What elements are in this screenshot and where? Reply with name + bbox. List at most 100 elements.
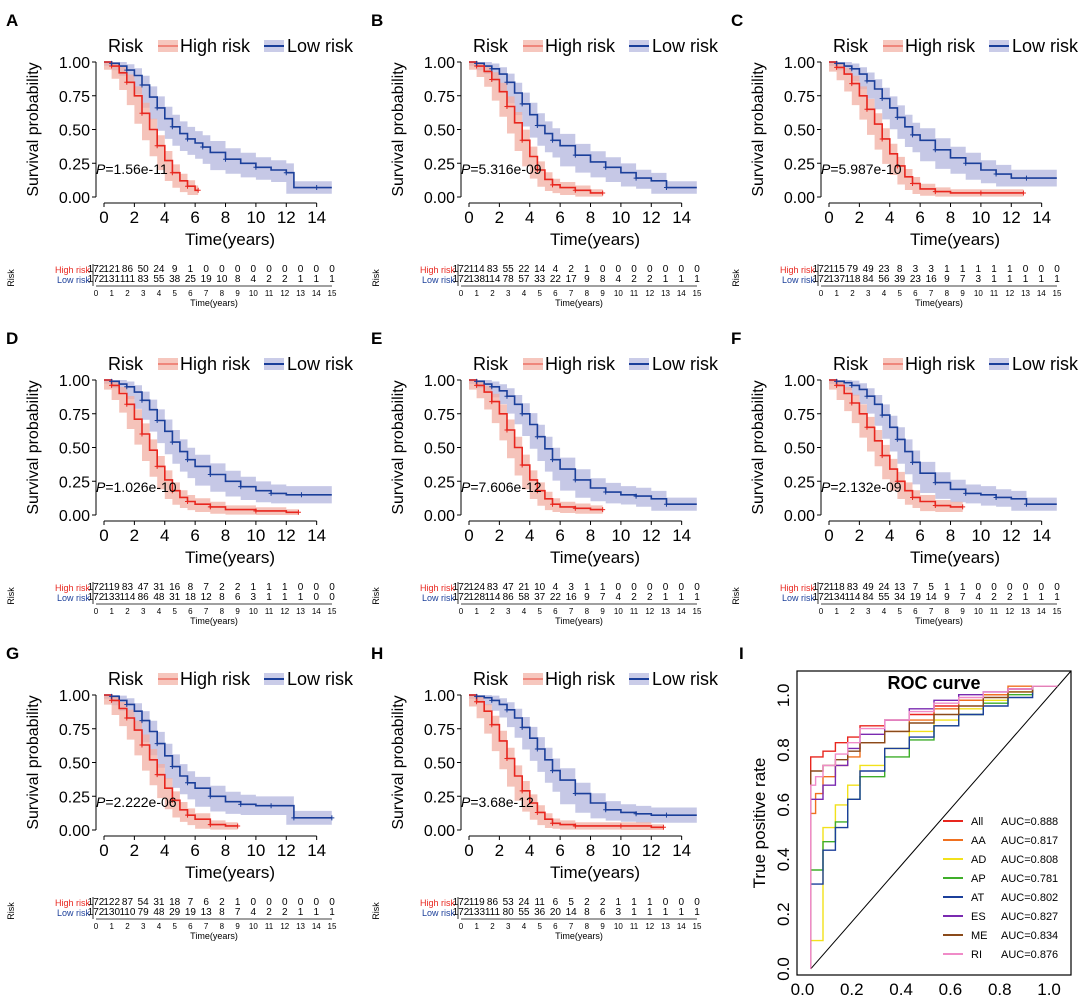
legend-high-label: High risk xyxy=(905,354,976,374)
table-low-count: 1 xyxy=(298,274,304,285)
high-risk-censor-mark xyxy=(600,507,606,513)
p-value: P=2.222e-06 xyxy=(96,794,177,810)
table-high-count: 0 xyxy=(266,264,272,275)
table-high-count: 0 xyxy=(251,897,257,908)
high-risk-censor-mark xyxy=(489,77,495,83)
table-x-label: Time(years) xyxy=(190,298,238,308)
x-axis-label: Time(years) xyxy=(910,548,1000,567)
legend-high-label: High risk xyxy=(545,36,616,56)
x-tick-label: 0 xyxy=(99,208,108,227)
legend-low-label: Low risk xyxy=(1012,36,1079,56)
low-risk-censor-mark xyxy=(519,724,525,730)
y-tick-label: 1.00 xyxy=(424,373,455,390)
table-low-label: Low risk xyxy=(782,593,816,603)
table-x-tick-label: 1 xyxy=(110,922,115,931)
table-high-count: 1 xyxy=(235,897,241,908)
low-risk-censor-mark xyxy=(993,171,999,177)
low-risk-censor-mark xyxy=(154,105,160,111)
table-x-tick-label: 8 xyxy=(585,607,590,616)
table-high-label: High risk xyxy=(55,898,91,908)
x-tick-label: 4 xyxy=(885,526,894,545)
y-tick-label: 0.75 xyxy=(424,722,455,739)
table-high-count: 0 xyxy=(616,582,622,593)
table-high-count: 0 xyxy=(1038,582,1044,593)
p-value: P=1.026e-10 xyxy=(96,479,177,495)
table-x-tick-label: 9 xyxy=(600,607,605,616)
table-x-tick-label: 13 xyxy=(1021,607,1030,616)
table-low-count: 111 xyxy=(120,274,136,285)
table-x-tick-label: 3 xyxy=(866,607,871,616)
low-risk-censor-mark xyxy=(489,697,495,703)
low-risk-censor-mark xyxy=(109,378,115,384)
high-risk-censor-mark xyxy=(534,809,540,815)
x-tick-label: 10 xyxy=(971,526,990,545)
table-low-count: 83 xyxy=(138,274,150,285)
table-low-count: 4 xyxy=(616,592,622,603)
table-high-label: High risk xyxy=(55,265,91,275)
low-risk-curve xyxy=(469,61,697,189)
x-tick-label: 8 xyxy=(586,526,595,545)
table-x-tick-label: 4 xyxy=(157,607,162,616)
table-high-label: High risk xyxy=(780,583,816,593)
table-low-count: 172 xyxy=(453,907,470,918)
high-risk-censor-mark xyxy=(932,503,938,509)
low-risk-censor-mark xyxy=(534,746,540,752)
roc-curve-at xyxy=(810,685,1058,969)
low-risk-censor-mark xyxy=(504,79,510,85)
low-risk-ci-band xyxy=(469,62,697,194)
low-risk-censor-mark xyxy=(834,60,840,66)
table-high-count: 2 xyxy=(219,582,225,593)
y-tick-label: 1.00 xyxy=(784,373,815,390)
table-low-label: Low risk xyxy=(57,593,91,603)
table-high-count: 7 xyxy=(188,897,194,908)
table-high-count: 7 xyxy=(203,582,209,593)
table-x-tick-label: 2 xyxy=(490,922,495,931)
x-tick-label: 14 xyxy=(672,526,691,545)
table-x-tick-label: 8 xyxy=(220,607,225,616)
table-x-tick-label: 12 xyxy=(280,289,289,298)
x-tick-label: 10 xyxy=(246,841,265,860)
x-tick-label: 10 xyxy=(971,208,990,227)
table-low-count: 1 xyxy=(298,592,304,603)
low-risk-censor-mark xyxy=(932,147,938,153)
table-x-tick-label: 1 xyxy=(110,607,115,616)
x-axis-label: Time(years) xyxy=(550,863,640,882)
table-x-tick-label: 11 xyxy=(630,607,639,616)
legend-high-swatch-band xyxy=(158,673,178,685)
table-x-tick-label: 10 xyxy=(974,607,983,616)
x-tick-label: 6 xyxy=(190,841,199,860)
table-low-count: 172 xyxy=(813,592,830,603)
table-x-label: Time(years) xyxy=(555,298,603,308)
low-risk-censor-mark xyxy=(663,501,669,507)
table-high-count: 0 xyxy=(282,897,288,908)
table-high-count: 54 xyxy=(138,897,150,908)
table-x-tick-label: 2 xyxy=(490,607,495,616)
y-tick-label: 1.00 xyxy=(59,55,90,72)
x-tick-label: 0 xyxy=(99,526,108,545)
table-high-count: 0 xyxy=(600,264,606,275)
table-low-count: 118 xyxy=(844,274,860,285)
table-low-count: 55 xyxy=(878,592,890,603)
low-risk-censor-mark xyxy=(504,707,510,713)
low-risk-censor-mark xyxy=(963,490,969,496)
p-symbol: P xyxy=(96,161,106,177)
x-tick-label: 6 xyxy=(190,526,199,545)
table-y-label: Risk xyxy=(731,269,741,287)
table-low-count: 80 xyxy=(503,907,515,918)
table-low-count: 1 xyxy=(1023,274,1029,285)
y-tick-label: 0.75 xyxy=(424,407,455,424)
x-tick-label: 4 xyxy=(885,208,894,227)
high-risk-censor-mark xyxy=(519,137,525,143)
table-x-tick-label: 11 xyxy=(990,289,999,298)
roc-y-axis-label: True positive rate xyxy=(750,758,769,889)
table-high-count: 1 xyxy=(282,582,288,593)
roc-y-tick-label: 0.6 xyxy=(774,793,793,817)
legend-high-label: High risk xyxy=(545,669,616,689)
table-high-count: 31 xyxy=(153,582,165,593)
table-high-count: 18 xyxy=(169,897,181,908)
low-risk-censor-mark xyxy=(519,101,525,107)
roc-legend-name: AD xyxy=(971,854,986,866)
table-low-count: 7 xyxy=(235,907,241,918)
y-axis-label: Survival probability xyxy=(25,62,42,196)
